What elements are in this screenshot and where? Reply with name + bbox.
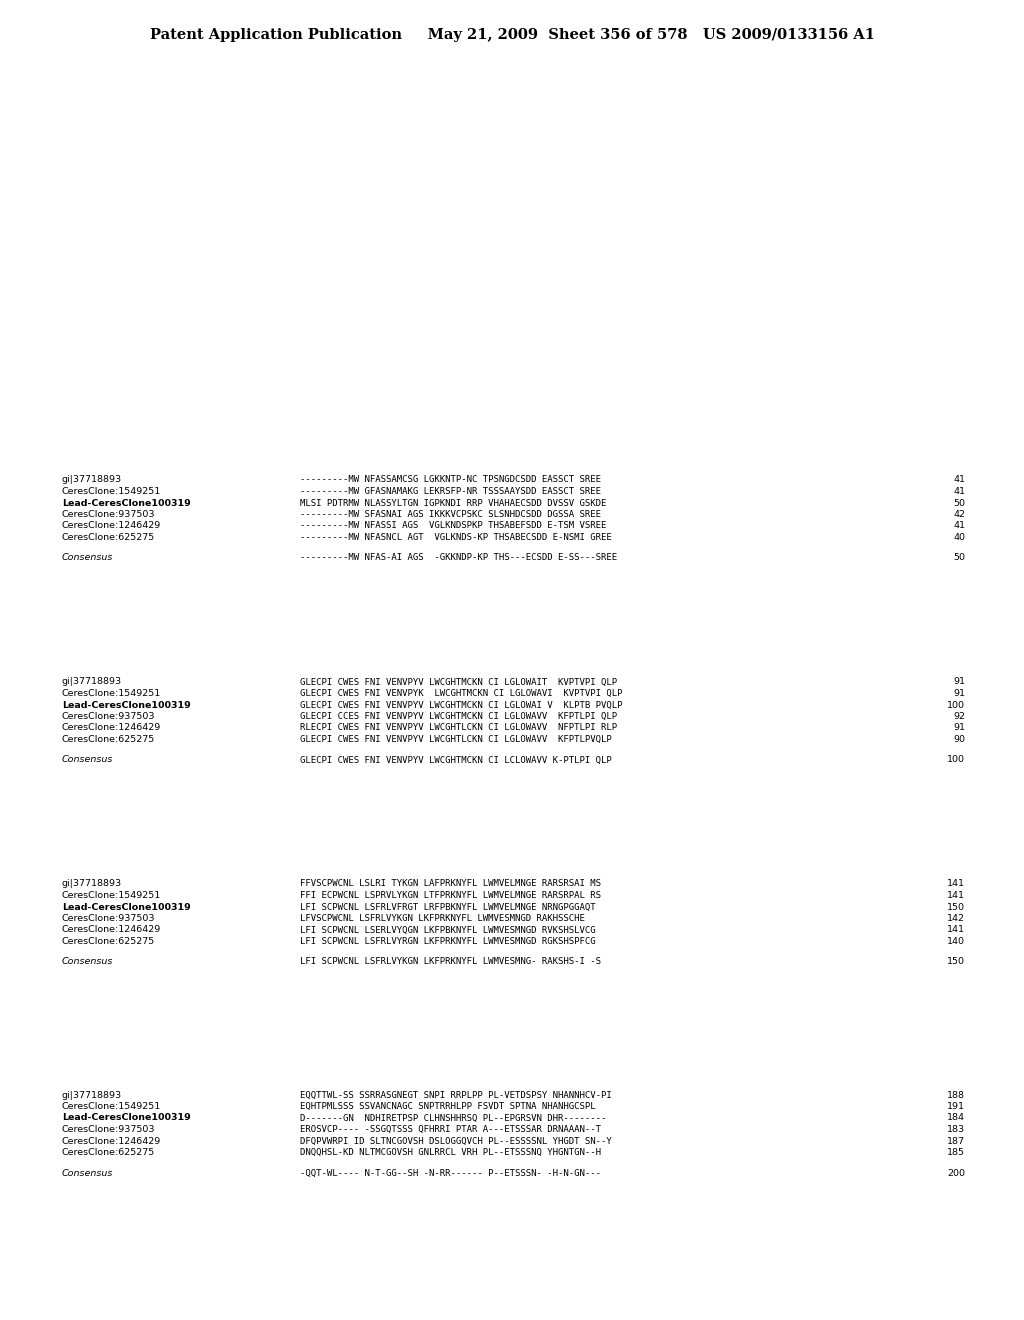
Text: 41: 41 <box>953 521 965 531</box>
Text: CeresClone:1549251: CeresClone:1549251 <box>62 487 161 496</box>
Text: 91: 91 <box>953 689 965 698</box>
Text: 185: 185 <box>947 1148 965 1158</box>
Text: 141: 141 <box>947 891 965 900</box>
Text: CeresClone:625275: CeresClone:625275 <box>62 1148 156 1158</box>
Text: 141: 141 <box>947 925 965 935</box>
Text: D-------GN  NDHIRETPSP CLHNSHHRSQ PL--EPGRSVN DHR--------: D-------GN NDHIRETPSP CLHNSHHRSQ PL--EPG… <box>300 1114 606 1122</box>
Text: 41: 41 <box>953 475 965 484</box>
Text: 100: 100 <box>947 755 965 764</box>
Text: Lead-CeresClone100319: Lead-CeresClone100319 <box>62 903 190 912</box>
Text: CeresClone:1246429: CeresClone:1246429 <box>62 723 161 733</box>
Text: ---------MW SFASNAI AGS IKKKVCPSKC SLSNHDCSDD DGSSA SREE: ---------MW SFASNAI AGS IKKKVCPSKC SLSNH… <box>300 510 601 519</box>
Text: 140: 140 <box>947 937 965 946</box>
Text: GLECPI CWES FNI VENVPYV LWCGHTMCKN CI LGLOWAI V  KLPTB PVQLP: GLECPI CWES FNI VENVPYV LWCGHTMCKN CI LG… <box>300 701 623 710</box>
Text: 184: 184 <box>947 1114 965 1122</box>
Text: LFI SCPWCNL LSFRLVYKGN LKFPRKNYFL LWMVESMNG- RAKSHS-I -S: LFI SCPWCNL LSFRLVYKGN LKFPRKNYFL LWMVES… <box>300 957 601 966</box>
Text: CeresClone:1549251: CeresClone:1549251 <box>62 689 161 698</box>
Text: 100: 100 <box>947 701 965 710</box>
Text: 92: 92 <box>953 711 965 721</box>
Text: GLECPI CCES FNI VENVPYV LWCGHTMCKN CI LGLOWAVV  KFPTLPI QLP: GLECPI CCES FNI VENVPYV LWCGHTMCKN CI LG… <box>300 711 617 721</box>
Text: 150: 150 <box>947 903 965 912</box>
Text: 91: 91 <box>953 677 965 686</box>
Text: 50: 50 <box>953 553 965 562</box>
Text: Lead-CeresClone100319: Lead-CeresClone100319 <box>62 499 190 507</box>
Text: FFVSCPWCNL LSLRI TYKGN LAFPRKNYFL LWMVELMNGE RARSRSAI MS: FFVSCPWCNL LSLRI TYKGN LAFPRKNYFL LWMVEL… <box>300 879 601 888</box>
Text: CeresClone:937503: CeresClone:937503 <box>62 1125 156 1134</box>
Text: Lead-CeresClone100319: Lead-CeresClone100319 <box>62 701 190 710</box>
Text: gi|37718893: gi|37718893 <box>62 677 122 686</box>
Text: LFI SCPWCNL LSFRLVYRGN LKFPRKNYFL LWMVESMNGD RGKSHSPFCG: LFI SCPWCNL LSFRLVYRGN LKFPRKNYFL LWMVES… <box>300 937 596 946</box>
Text: ---------MW NFASNCL AGT  VGLKNDS-KP THSABECSDD E-NSMI GREE: ---------MW NFASNCL AGT VGLKNDS-KP THSAB… <box>300 533 611 543</box>
Text: ---------MW GFASNAMAKG LEKRSFP-NR TSSSAAYSDD EASSCT SREE: ---------MW GFASNAMAKG LEKRSFP-NR TSSSAA… <box>300 487 601 496</box>
Text: CeresClone:1246429: CeresClone:1246429 <box>62 925 161 935</box>
Text: 91: 91 <box>953 723 965 733</box>
Text: ---------MW NFAS-AI AGS  -GKKNDP-KP THS---ECSDD E-SS---SREE: ---------MW NFAS-AI AGS -GKKNDP-KP THS--… <box>300 553 617 562</box>
Text: CeresClone:625275: CeresClone:625275 <box>62 937 156 946</box>
Text: Consensus: Consensus <box>62 553 114 562</box>
Text: 188: 188 <box>947 1090 965 1100</box>
Text: CeresClone:1246429: CeresClone:1246429 <box>62 1137 161 1146</box>
Text: GLECPI CWES FNI VENVPYV LWCGHTLCKN CI LGLOWAVV  KFPTLPVQLP: GLECPI CWES FNI VENVPYV LWCGHTLCKN CI LG… <box>300 735 611 744</box>
Text: 183: 183 <box>947 1125 965 1134</box>
Text: ---------MW NFASSAMCSG LGKKNTP-NC TPSNGDCSDD EASSCT SREE: ---------MW NFASSAMCSG LGKKNTP-NC TPSNGD… <box>300 475 601 484</box>
Text: 187: 187 <box>947 1137 965 1146</box>
Text: GLECPI CWES FNI VENVPYV LWCGHTMCKN CI LCLOWAVV K-PTLPI QLP: GLECPI CWES FNI VENVPYV LWCGHTMCKN CI LC… <box>300 755 611 764</box>
Text: -QQT-WL---- N-T-GG--SH -N-RR------ P--ETSSSN- -H-N-GN---: -QQT-WL---- N-T-GG--SH -N-RR------ P--ET… <box>300 1168 601 1177</box>
Text: Consensus: Consensus <box>62 755 114 764</box>
Text: gi|37718893: gi|37718893 <box>62 879 122 888</box>
Text: EROSVCP---- -SSGQTSSS QFHRRI PTAR A---ETSSSAR DRNAAAN--T: EROSVCP---- -SSGQTSSS QFHRRI PTAR A---ET… <box>300 1125 601 1134</box>
Text: FFI ECPWCNL LSPRVLYKGN LTFPRKNYFL LWMVELMNGE RARSRPAL RS: FFI ECPWCNL LSPRVLYKGN LTFPRKNYFL LWMVEL… <box>300 891 601 900</box>
Text: EQQTTWL-SS SSRRASGNEGT SNPI RRPLPP PL-VETDSPSY NHANNHCV-PI: EQQTTWL-SS SSRRASGNEGT SNPI RRPLPP PL-VE… <box>300 1090 611 1100</box>
Text: CeresClone:625275: CeresClone:625275 <box>62 735 156 744</box>
Text: LFI SCPWCNL LSERLVYQGN LKFPBKNYFL LWMVESMNGD RVKSHSLVCG: LFI SCPWCNL LSERLVYQGN LKFPBKNYFL LWMVES… <box>300 925 596 935</box>
Text: CeresClone:625275: CeresClone:625275 <box>62 533 156 543</box>
Text: 40: 40 <box>953 533 965 543</box>
Text: MLSI PDTRMW NLASSYLTGN IGPKNDI RRP VHAHAECSDD DVSSV GSKDE: MLSI PDTRMW NLASSYLTGN IGPKNDI RRP VHAHA… <box>300 499 606 507</box>
Text: GLECPI CWES FNI VENVPYV LWCGHTMCKN CI LGLOWAIT  KVPTVPI QLP: GLECPI CWES FNI VENVPYV LWCGHTMCKN CI LG… <box>300 677 617 686</box>
Text: DNQQHSL-KD NLTMCGOVSH GNLRRCL VRH PL--ETSSSNQ YHGNTGN--H: DNQQHSL-KD NLTMCGOVSH GNLRRCL VRH PL--ET… <box>300 1148 601 1158</box>
Text: GLECPI CWES FNI VENVPYK  LWCGHTMCKN CI LGLOWAVI  KVPTVPI QLP: GLECPI CWES FNI VENVPYK LWCGHTMCKN CI LG… <box>300 689 623 698</box>
Text: Lead-CeresClone100319: Lead-CeresClone100319 <box>62 1114 190 1122</box>
Text: EQHTPMLSSS SSVANCNAGC SNPTRRHLPP FSVDT SPTNA NHANHGCSPL: EQHTPMLSSS SSVANCNAGC SNPTRRHLPP FSVDT S… <box>300 1102 596 1111</box>
Text: Patent Application Publication     May 21, 2009  Sheet 356 of 578   US 2009/0133: Patent Application Publication May 21, 2… <box>150 28 874 42</box>
Text: 200: 200 <box>947 1168 965 1177</box>
Text: Consensus: Consensus <box>62 957 114 966</box>
Text: 50: 50 <box>953 499 965 507</box>
Text: CeresClone:937503: CeresClone:937503 <box>62 913 156 923</box>
Text: 150: 150 <box>947 957 965 966</box>
Text: CeresClone:1549251: CeresClone:1549251 <box>62 1102 161 1111</box>
Text: 41: 41 <box>953 487 965 496</box>
Text: RLECPI CWES FNI VENVPYV LWCGHTLCKN CI LGLOWAVV  NFPTLPI RLP: RLECPI CWES FNI VENVPYV LWCGHTLCKN CI LG… <box>300 723 617 733</box>
Text: 191: 191 <box>947 1102 965 1111</box>
Text: DFQPVWRPI ID SLTNCGOVSH DSLOGGQVCH PL--ESSSSNL YHGDT SN--Y: DFQPVWRPI ID SLTNCGOVSH DSLOGGQVCH PL--E… <box>300 1137 611 1146</box>
Text: LFI SCPWCNL LSFRLVFRGT LRFPBKNYFL LWMVELMNGE NRNGPGGAQT: LFI SCPWCNL LSFRLVFRGT LRFPBKNYFL LWMVEL… <box>300 903 596 912</box>
Text: ---------MW NFASSI AGS  VGLKNDSPKP THSABEFSDD E-TSM VSREE: ---------MW NFASSI AGS VGLKNDSPKP THSABE… <box>300 521 606 531</box>
Text: CeresClone:937503: CeresClone:937503 <box>62 510 156 519</box>
Text: 42: 42 <box>953 510 965 519</box>
Text: Consensus: Consensus <box>62 1168 114 1177</box>
Text: 142: 142 <box>947 913 965 923</box>
Text: gi|37718893: gi|37718893 <box>62 475 122 484</box>
Text: 141: 141 <box>947 879 965 888</box>
Text: LFVSCPWCNL LSFRLVYKGN LKFPRKNYFL LWMVESMNGD RAKHSSCHE: LFVSCPWCNL LSFRLVYKGN LKFPRKNYFL LWMVESM… <box>300 913 585 923</box>
Text: CeresClone:1246429: CeresClone:1246429 <box>62 521 161 531</box>
Text: gi|37718893: gi|37718893 <box>62 1090 122 1100</box>
Text: CeresClone:1549251: CeresClone:1549251 <box>62 891 161 900</box>
Text: 90: 90 <box>953 735 965 744</box>
Text: CeresClone:937503: CeresClone:937503 <box>62 711 156 721</box>
